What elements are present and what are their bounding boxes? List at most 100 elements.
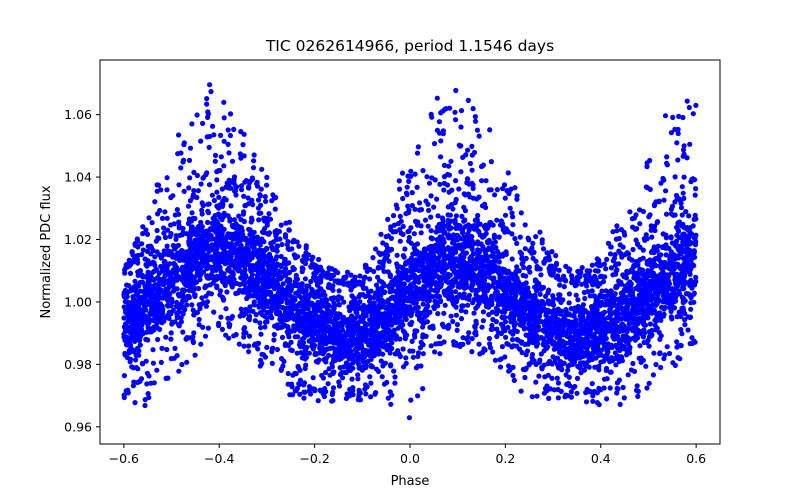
data-point	[169, 319, 175, 325]
data-point	[397, 286, 403, 292]
data-point	[311, 316, 317, 323]
data-point	[224, 289, 230, 295]
data-point	[296, 342, 303, 348]
data-point	[330, 385, 337, 391]
data-point	[679, 270, 686, 276]
data-point	[281, 358, 287, 364]
data-point	[608, 325, 614, 332]
data-point	[238, 217, 244, 223]
data-point	[621, 313, 627, 319]
data-point	[133, 357, 139, 363]
data-point	[332, 330, 338, 336]
data-point	[202, 285, 208, 291]
data-point	[554, 318, 561, 324]
data-point	[336, 383, 343, 389]
data-point	[641, 280, 647, 286]
data-point	[525, 301, 531, 307]
data-point	[520, 323, 526, 329]
data-point	[558, 327, 564, 333]
data-point	[306, 329, 312, 335]
data-point	[631, 368, 638, 374]
data-point	[575, 328, 581, 334]
data-point	[543, 309, 549, 316]
data-point	[449, 298, 456, 304]
data-point	[196, 316, 202, 323]
data-point	[474, 223, 480, 229]
data-point	[225, 213, 231, 219]
data-point	[591, 345, 597, 351]
data-point	[429, 258, 435, 264]
data-point	[608, 288, 614, 294]
data-point	[617, 301, 623, 307]
data-point	[629, 299, 636, 305]
data-point	[126, 308, 132, 314]
data-point	[496, 234, 502, 240]
data-point	[548, 334, 554, 340]
data-point	[651, 350, 657, 356]
data-point	[127, 342, 133, 348]
data-point	[684, 246, 690, 252]
data-point	[475, 251, 481, 257]
data-point	[489, 268, 495, 275]
data-point	[541, 336, 547, 342]
data-point	[589, 353, 595, 359]
data-point	[510, 331, 516, 337]
data-point	[450, 318, 456, 325]
data-point	[641, 339, 647, 345]
data-point	[195, 242, 201, 248]
data-point	[301, 350, 307, 356]
data-point	[262, 324, 268, 330]
data-point	[238, 225, 245, 231]
data-point	[266, 263, 272, 269]
data-point	[579, 325, 585, 331]
data-point	[189, 302, 195, 308]
data-point	[396, 270, 402, 276]
data-point	[204, 261, 210, 267]
data-point	[406, 268, 412, 274]
data-point	[274, 248, 280, 254]
data-point	[605, 356, 611, 362]
data-point	[250, 263, 256, 269]
data-point	[518, 315, 524, 321]
data-point	[556, 292, 562, 298]
data-point	[589, 288, 595, 294]
data-point	[150, 360, 156, 366]
data-point	[435, 227, 441, 233]
data-point	[159, 268, 165, 274]
data-point	[244, 290, 250, 296]
data-point	[286, 329, 292, 335]
data-point	[575, 297, 581, 303]
data-point	[636, 282, 642, 288]
data-point	[432, 242, 439, 248]
data-point	[537, 291, 543, 297]
data-point	[292, 306, 298, 312]
data-point	[250, 238, 256, 244]
data-point	[678, 327, 684, 333]
data-point	[479, 276, 485, 282]
data-point	[506, 278, 512, 284]
data-point	[330, 304, 336, 310]
data-point	[237, 256, 243, 262]
data-point	[177, 252, 184, 258]
data-point	[381, 289, 388, 295]
data-point	[311, 271, 317, 277]
data-point	[122, 350, 128, 356]
data-point	[551, 346, 557, 352]
data-point	[480, 233, 486, 239]
data-point	[528, 339, 534, 345]
data-point	[427, 309, 433, 315]
data-point	[337, 332, 343, 338]
data-point	[177, 257, 183, 263]
data-point	[598, 359, 604, 365]
data-point	[644, 294, 651, 300]
data-point	[264, 253, 271, 259]
data-point	[140, 274, 146, 280]
data-point	[601, 376, 608, 382]
data-point	[550, 302, 557, 308]
data-point	[278, 298, 284, 305]
data-point	[509, 337, 516, 343]
data-point	[254, 282, 260, 288]
data-point	[264, 246, 270, 252]
data-point	[498, 284, 504, 290]
data-point	[131, 296, 137, 303]
